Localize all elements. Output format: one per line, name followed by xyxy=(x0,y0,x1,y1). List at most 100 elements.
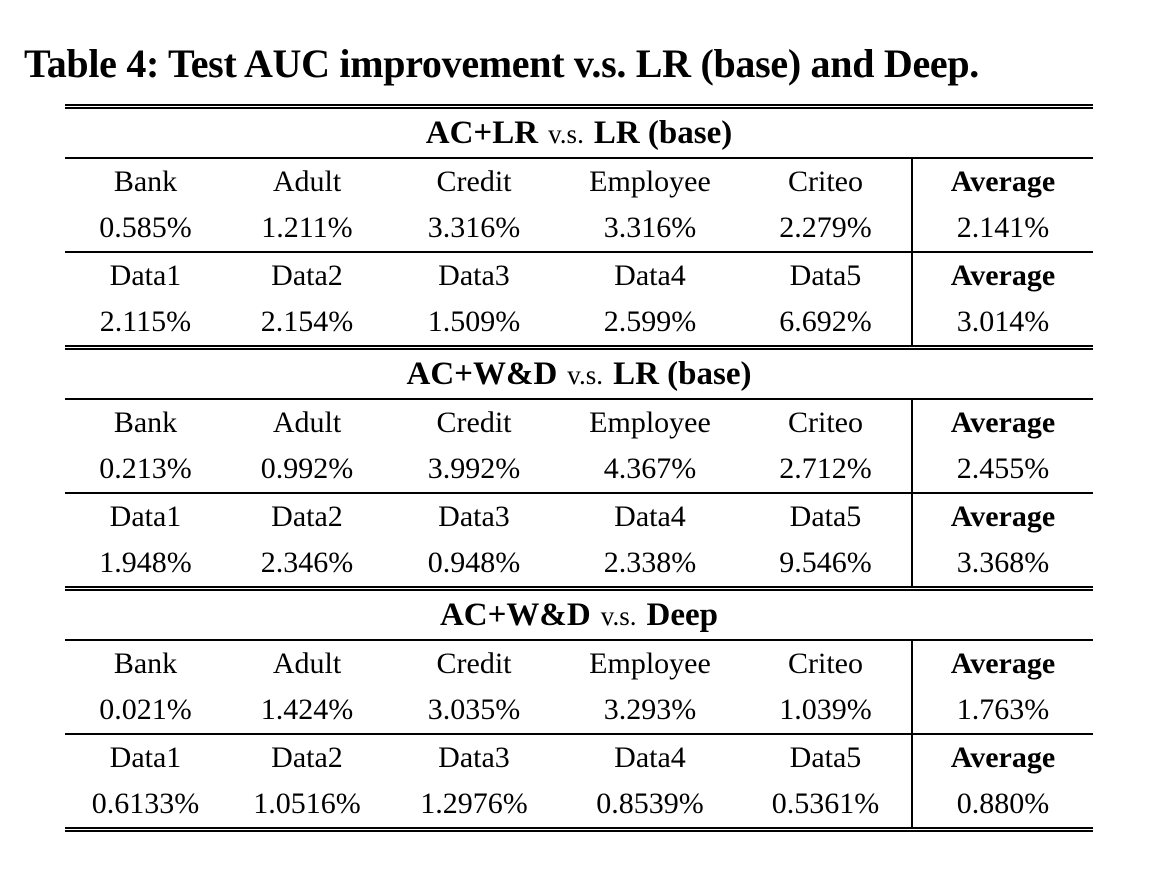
column-header: Data4 xyxy=(614,500,686,533)
value-cell: 2.599% xyxy=(603,305,697,338)
value-cell: 2.115% xyxy=(99,305,192,338)
column-header: Employee xyxy=(589,647,711,680)
value-cell: 1.211% xyxy=(261,211,353,244)
column-header: Data4 xyxy=(614,259,686,292)
results-table: AC+LR v.s. LR (base) Bank Adult Credit E… xyxy=(65,104,1093,832)
value-cell: 2.346% xyxy=(260,546,354,579)
column-header: Bank xyxy=(113,647,178,680)
dataset-block: Data1 Data2 Data3 Data4 Data5 Average 1.… xyxy=(65,492,1093,586)
header-row: Data1 Data2 Data3 Data4 Data5 Average xyxy=(65,253,1093,299)
value-row: 0.021% 1.424% 3.035% 3.293% 1.039% 1.763… xyxy=(65,687,1093,733)
value-cell: 1.424% xyxy=(260,693,354,726)
average-value: 2.141% xyxy=(911,205,1093,251)
column-header: Credit xyxy=(436,165,512,198)
column-header: Data2 xyxy=(271,500,343,533)
dataset-block: Bank Adult Credit Employee Criteo Averag… xyxy=(65,639,1093,733)
section-header-model: AC+W&D xyxy=(406,355,558,392)
section-header-baseline: Deep xyxy=(646,596,719,633)
value-cell: 0.6133% xyxy=(91,787,200,820)
section-header-vs: v.s. xyxy=(567,359,604,390)
section-header-model: AC+LR xyxy=(425,114,539,151)
value-cell: 3.293% xyxy=(603,693,697,726)
column-header: Adult xyxy=(272,647,342,680)
value-cell: 0.5361% xyxy=(771,787,880,820)
value-cell: 0.021% xyxy=(99,693,192,726)
value-row: 0.585% 1.211% 3.316% 3.316% 2.279% 2.141… xyxy=(65,205,1093,251)
value-cell: 6.692% xyxy=(779,305,872,338)
column-header: Criteo xyxy=(788,406,863,439)
column-header: Data2 xyxy=(271,259,343,292)
section-ac-wd-vs-deep: AC+W&D v.s. Deep Bank Adult Credit Emplo… xyxy=(65,591,1093,827)
column-header: Data1 xyxy=(109,741,182,774)
value-cell: 3.035% xyxy=(427,693,521,726)
column-header: Data5 xyxy=(789,741,862,774)
header-row: Bank Adult Credit Employee Criteo Averag… xyxy=(65,641,1093,687)
header-row: Data1 Data2 Data3 Data4 Data5 Average xyxy=(65,735,1093,781)
column-header: Criteo xyxy=(788,647,863,680)
value-row: 0.6133% 1.0516% 1.2976% 0.8539% 0.5361% … xyxy=(65,781,1093,827)
column-header: Credit xyxy=(436,647,512,680)
section-header: AC+W&D v.s. LR (base) xyxy=(65,350,1093,398)
section-header-baseline: LR (base) xyxy=(593,114,733,151)
average-header: Average xyxy=(911,159,1093,205)
value-cell: 3.316% xyxy=(603,211,697,244)
top-double-rule xyxy=(65,104,1093,109)
section-ac-lr-vs-lr: AC+LR v.s. LR (base) Bank Adult Credit E… xyxy=(65,109,1093,345)
average-value: 3.014% xyxy=(911,299,1093,345)
column-header: Data3 xyxy=(438,500,510,533)
header-row: Bank Adult Credit Employee Criteo Averag… xyxy=(65,159,1093,205)
average-value: 0.880% xyxy=(911,781,1093,827)
section-header-model: AC+W&D xyxy=(439,596,591,633)
column-header: Data3 xyxy=(438,741,510,774)
column-header: Data2 xyxy=(271,741,343,774)
section-separator-double-rule xyxy=(65,345,1093,350)
value-cell: 3.316% xyxy=(427,211,521,244)
column-header: Bank xyxy=(113,406,178,439)
value-cell: 2.154% xyxy=(260,305,354,338)
value-row: 1.948% 2.346% 0.948% 2.338% 9.546% 3.368… xyxy=(65,540,1093,586)
value-cell: 1.948% xyxy=(99,546,192,579)
column-header: Data5 xyxy=(789,259,862,292)
value-cell: 0.992% xyxy=(260,452,354,485)
column-header: Criteo xyxy=(788,165,863,198)
average-value: 2.455% xyxy=(911,446,1093,492)
average-header: Average xyxy=(911,735,1093,781)
column-header: Employee xyxy=(589,165,711,198)
column-header: Credit xyxy=(436,406,512,439)
column-header: Data1 xyxy=(109,259,182,292)
header-row: Bank Adult Credit Employee Criteo Averag… xyxy=(65,400,1093,446)
value-cell: 0.8539% xyxy=(596,787,704,820)
average-header: Average xyxy=(911,494,1093,540)
column-header: Data3 xyxy=(438,259,510,292)
section-header: AC+W&D v.s. Deep xyxy=(65,591,1093,639)
column-header: Data4 xyxy=(614,741,686,774)
column-header: Data5 xyxy=(789,500,862,533)
value-cell: 2.712% xyxy=(779,452,872,485)
section-separator-double-rule xyxy=(65,586,1093,591)
average-value: 3.368% xyxy=(911,540,1093,586)
column-header: Adult xyxy=(272,406,342,439)
column-header: Bank xyxy=(113,165,178,198)
value-cell: 1.509% xyxy=(427,305,521,338)
section-header-vs: v.s. xyxy=(548,118,584,149)
value-cell: 9.546% xyxy=(779,546,872,579)
column-header: Employee xyxy=(589,406,711,439)
value-row: 0.213% 0.992% 3.992% 4.367% 2.712% 2.455… xyxy=(65,446,1093,492)
bottom-double-rule xyxy=(65,827,1093,832)
value-cell: 2.279% xyxy=(779,211,872,244)
average-header: Average xyxy=(911,253,1093,299)
value-cell: 0.948% xyxy=(427,546,521,579)
section-header: AC+LR v.s. LR (base) xyxy=(65,109,1093,157)
average-value: 1.763% xyxy=(911,687,1093,733)
value-cell: 3.992% xyxy=(427,452,521,485)
section-header-vs: v.s. xyxy=(600,600,637,631)
header-row: Data1 Data2 Data3 Data4 Data5 Average xyxy=(65,494,1093,540)
dataset-block: Bank Adult Credit Employee Criteo Averag… xyxy=(65,157,1093,251)
section-ac-wd-vs-lr: AC+W&D v.s. LR (base) Bank Adult Credit … xyxy=(65,350,1093,586)
column-header: Adult xyxy=(272,165,342,198)
value-cell: 1.039% xyxy=(779,693,872,726)
value-cell: 0.213% xyxy=(99,452,192,485)
section-header-baseline: LR (base) xyxy=(613,355,752,392)
value-cell: 1.2976% xyxy=(420,787,528,820)
table-caption: Table 4: Test AUC improvement v.s. LR (b… xyxy=(24,41,979,86)
